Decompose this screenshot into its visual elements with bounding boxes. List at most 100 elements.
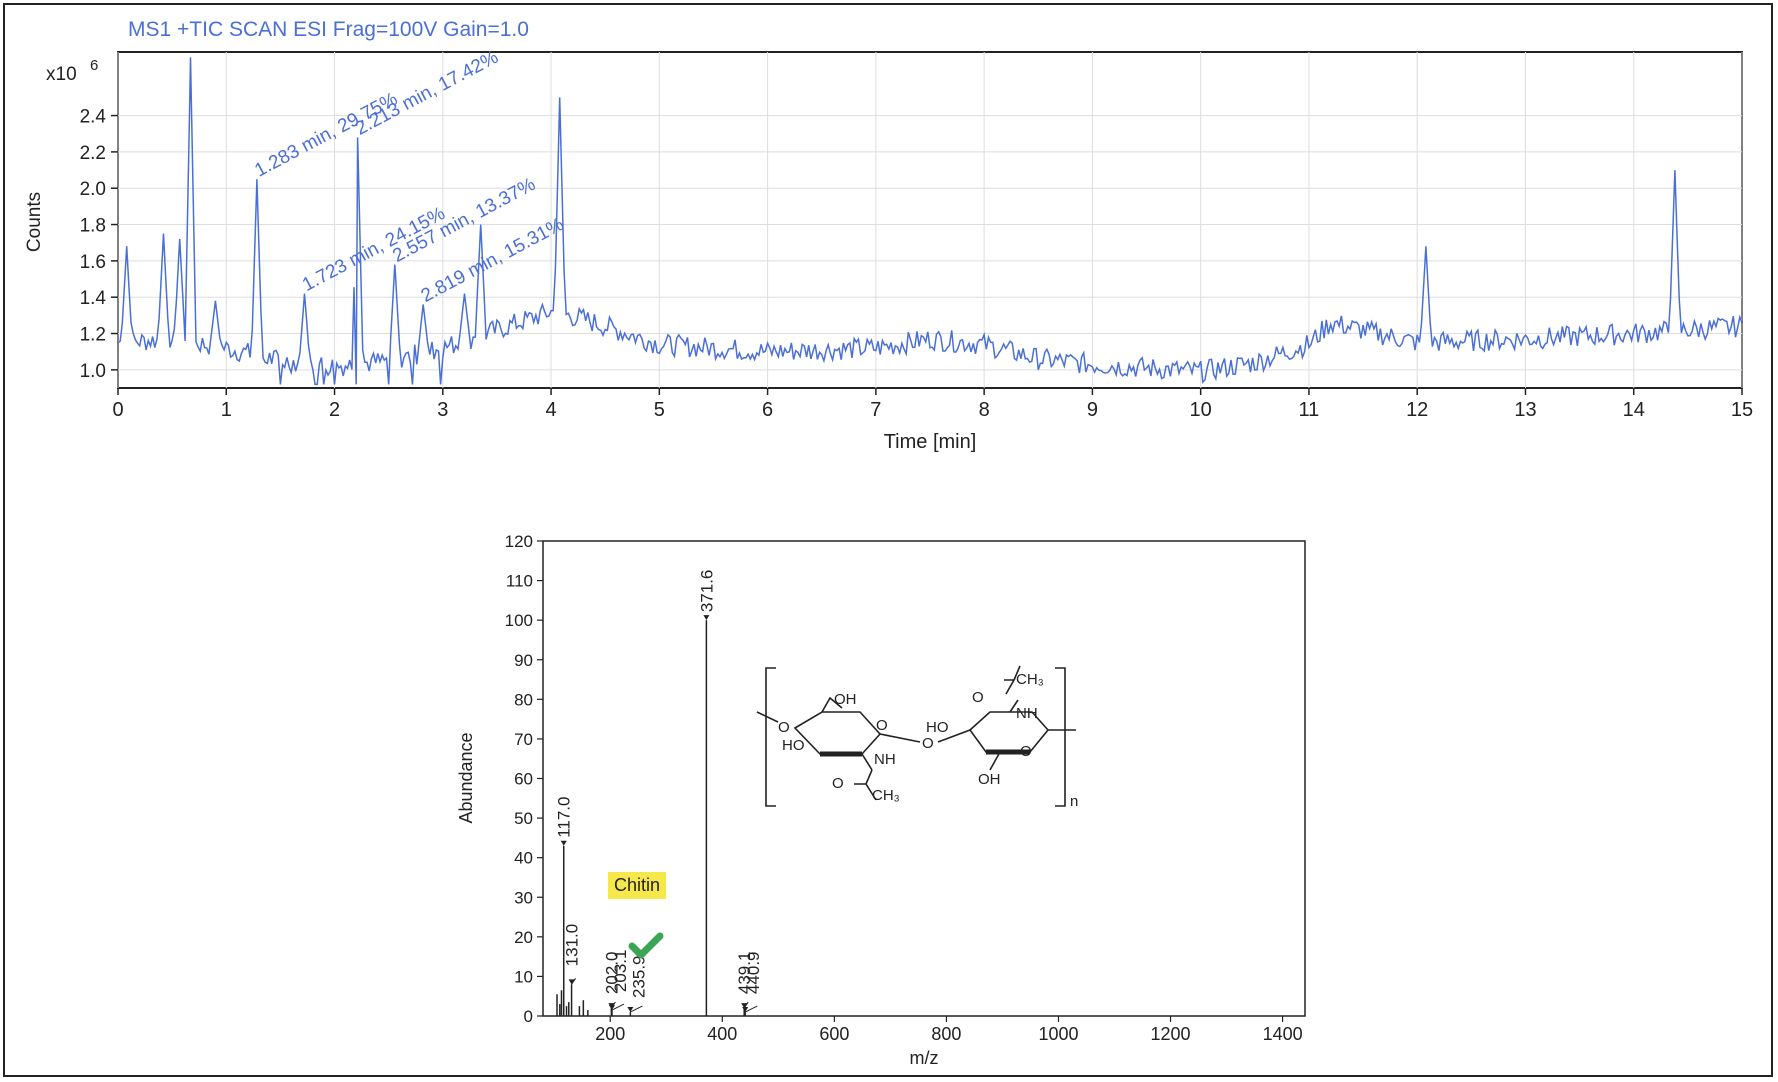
tic-y-tick-label: 2.4 bbox=[80, 107, 107, 128]
label-o-ring-right: O bbox=[1020, 743, 1032, 760]
label-ch3-left: CH₃ bbox=[872, 787, 900, 804]
ms-x-tick-label: 1000 bbox=[1038, 1024, 1078, 1044]
ms-peak-label: 203.1 bbox=[611, 950, 630, 993]
acetyl-left-bond bbox=[854, 769, 877, 801]
ms-y-tick-label: 110 bbox=[506, 572, 533, 591]
tic-x-tick-label: 10 bbox=[1190, 399, 1212, 421]
ms-peak-leader bbox=[630, 1005, 643, 1013]
ms-y-tick-label: 90 bbox=[514, 651, 533, 670]
ms-y-tick-label: 70 bbox=[514, 730, 533, 749]
tic-y-tick-label: 2.2 bbox=[80, 143, 106, 164]
tic-x-axis-label: Time [min] bbox=[884, 431, 977, 453]
ms-peak-leader bbox=[571, 978, 576, 985]
ms-x-tick-label: 1200 bbox=[1151, 1024, 1191, 1044]
ms-y-tick-label: 0 bbox=[524, 1007, 533, 1026]
label-o-end-left: O bbox=[778, 719, 790, 736]
end-bond-left bbox=[756, 711, 779, 723]
ms-y-axis-label: Abundance bbox=[456, 732, 476, 823]
label-nh-right: NH bbox=[1016, 705, 1038, 722]
ms-y-tick-label: 10 bbox=[514, 967, 533, 986]
tic-x-tick-label: 7 bbox=[870, 399, 881, 421]
tic-x-tick-label: 8 bbox=[979, 399, 990, 421]
ms-peak-marker bbox=[560, 840, 567, 846]
tic-chromatogram: 0 1 2 3 4 5 6 7 8 9 10 11 12 13 14 151.01.21.41.61.82.0… bbox=[24, 47, 1754, 453]
label-repeat-n: n bbox=[1070, 793, 1078, 810]
ms-x-axis-label: m/z bbox=[910, 1048, 939, 1068]
ms-peak-marker bbox=[568, 979, 575, 985]
tic-y-axis-label: Counts bbox=[24, 192, 45, 252]
ms-peak-label: 117.0 bbox=[555, 797, 574, 838]
ms-peak-marker bbox=[608, 1005, 615, 1011]
ms-peak-marker bbox=[627, 1007, 634, 1013]
nh-right-bond bbox=[1004, 665, 1021, 713]
ms-x-tick-label: 200 bbox=[595, 1024, 625, 1044]
ms-peak-marker bbox=[741, 1003, 748, 1009]
tic-x-tick-label: 4 bbox=[546, 399, 557, 421]
tic-y-tick-label: 1.0 bbox=[80, 361, 106, 382]
tic-x-tick-label: 15 bbox=[1731, 399, 1753, 421]
ms-peak-label: 371.6 bbox=[697, 570, 716, 613]
tic-x-tick-label: 9 bbox=[1087, 399, 1098, 421]
tic-x-tick-label: 13 bbox=[1514, 399, 1536, 421]
ms-peak-label: 202.0 bbox=[602, 952, 621, 995]
tic-y-tick-label: 1.2 bbox=[80, 325, 106, 346]
ms-peak-leader bbox=[611, 1003, 625, 1011]
ms-y-tick-label: 100 bbox=[505, 611, 533, 630]
label-ho-left: HO bbox=[782, 737, 805, 754]
tic-x-tick-label: 6 bbox=[762, 399, 773, 421]
tic-x-tick-label: 2 bbox=[329, 399, 340, 421]
tic-exponent: 6 bbox=[90, 57, 98, 74]
ms-axis-ticks: 200 400 600 800 1000 1200 1400 0 10 20 30 40 50 60 70 8… bbox=[505, 532, 1303, 1044]
label-o-ring-left: O bbox=[876, 717, 888, 734]
repeat-bracket-left bbox=[765, 667, 776, 807]
label-o-carbonyl-left: O bbox=[832, 775, 844, 792]
ms-plot-area bbox=[542, 540, 1306, 1017]
tic-axis-ticks: 0 1 2 3 4 5 6 7 8 9 10 11 12 13 14 151.01.21.41.61.82.0… bbox=[80, 107, 1754, 421]
ms-peak-leader bbox=[744, 1005, 758, 1013]
label-ch3-right: CH₃ bbox=[1016, 671, 1044, 688]
label-o-glycosidic: O bbox=[922, 735, 934, 752]
ms-y-tick-label: 60 bbox=[514, 770, 533, 789]
ms-y-tick-label: 80 bbox=[514, 690, 533, 709]
tic-multiplier: x10 bbox=[46, 64, 77, 85]
ms-peak-label: 439.1 bbox=[735, 952, 754, 995]
ms-peak-marker bbox=[742, 1007, 749, 1013]
label-oh-bottom-right: OH bbox=[978, 771, 1001, 788]
ms-y-tick-label: 50 bbox=[514, 809, 533, 828]
tic-x-tick-label: 14 bbox=[1623, 399, 1645, 421]
ms-y-tick-label: 20 bbox=[514, 928, 533, 947]
tic-x-tick-label: 5 bbox=[654, 399, 665, 421]
ms-y-tick-label: 30 bbox=[514, 888, 533, 907]
tic-gridlines bbox=[117, 52, 1743, 388]
repeat-bracket-right bbox=[1055, 667, 1066, 807]
tic-x-tick-label: 0 bbox=[112, 399, 123, 421]
tic-y-tick-label: 1.6 bbox=[80, 252, 106, 273]
tic-trace-line bbox=[117, 57, 1743, 386]
check-mark-icon bbox=[628, 932, 664, 959]
nh-left-bond bbox=[861, 753, 873, 771]
ms-x-tick-label: 1400 bbox=[1263, 1024, 1303, 1044]
ms-peak-marker bbox=[703, 615, 710, 621]
chitin-highlight-label: Chitin bbox=[608, 872, 667, 899]
tic-y-tick-label: 1.4 bbox=[80, 288, 107, 309]
chitin-structure bbox=[756, 665, 1076, 807]
tic-x-tick-label: 1 bbox=[221, 399, 232, 421]
tic-y-tick-label: 2.0 bbox=[80, 179, 106, 200]
glycosidic-bond-right bbox=[937, 729, 971, 743]
ch2oh-right-bond bbox=[989, 751, 1001, 771]
label-ho-right: HO bbox=[926, 719, 949, 736]
label-o-carbonyl-right: O bbox=[972, 689, 984, 706]
label-nh-left: NH bbox=[874, 751, 896, 768]
figure-frame bbox=[3, 3, 1773, 1077]
glycosidic-bond-left bbox=[879, 733, 921, 743]
ms-x-tick-label: 400 bbox=[707, 1024, 737, 1044]
tic-y-tick-label: 1.8 bbox=[80, 216, 106, 237]
ms-peak-label: 440.9 bbox=[744, 951, 763, 994]
tic-x-tick-label: 12 bbox=[1406, 399, 1428, 421]
label-oh-top-left: OH bbox=[834, 691, 857, 708]
ms-peak-label: 235.9 bbox=[629, 955, 648, 998]
ms-y-tick-label: 40 bbox=[514, 849, 533, 868]
ms-y-tick-label: 120 bbox=[505, 532, 533, 551]
